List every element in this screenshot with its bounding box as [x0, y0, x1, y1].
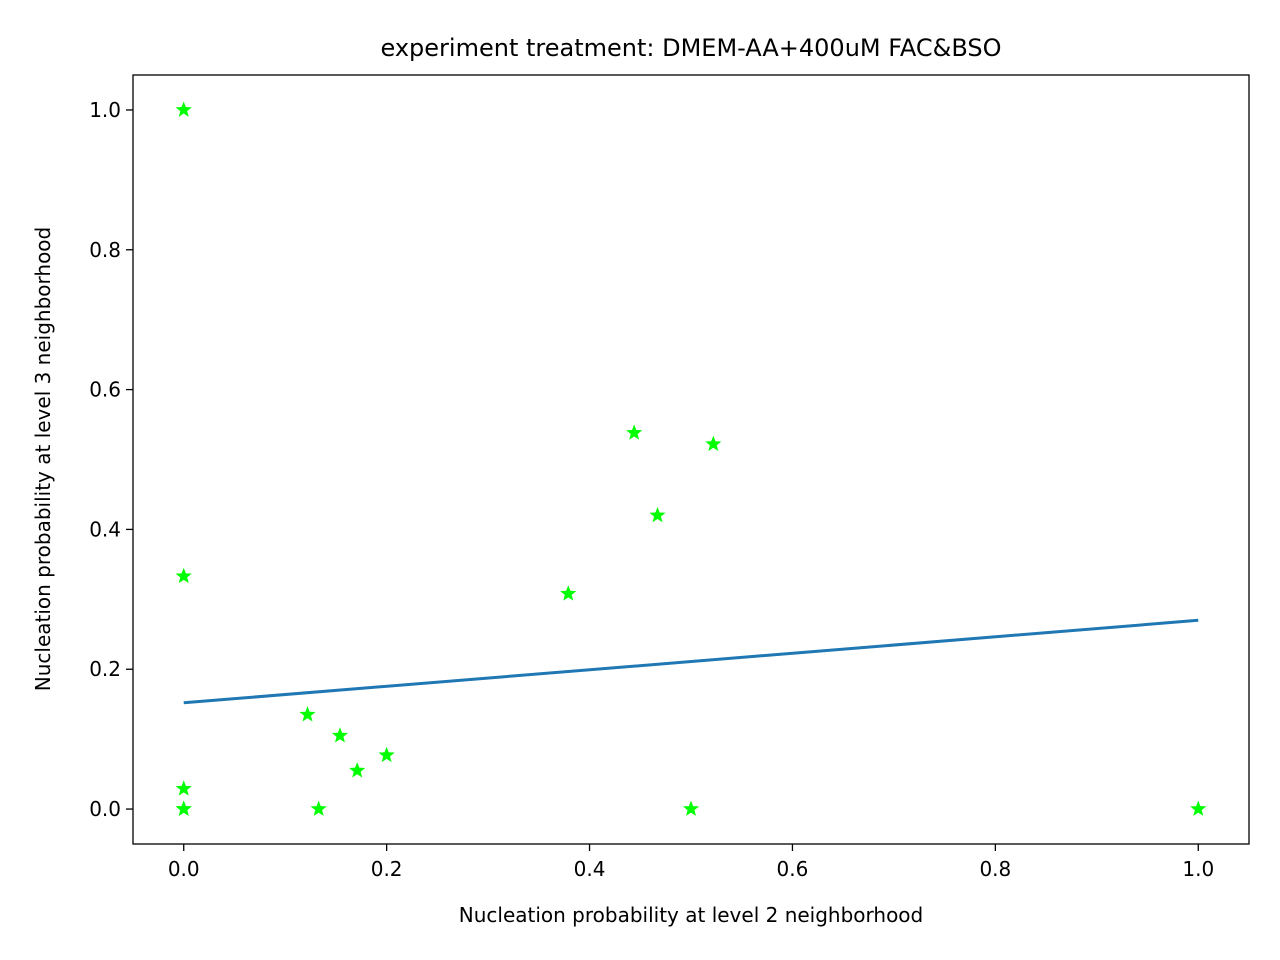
- x-tick-label: 0.8: [979, 857, 1011, 881]
- data-point: [331, 727, 349, 743]
- y-axis-label: Nucleation probability at level 3 neighb…: [31, 227, 55, 692]
- data-point: [175, 800, 192, 816]
- data-point: [649, 506, 666, 523]
- x-axis: 0.0 0.2 0.4 0.6 0.8 1.0: [168, 844, 1214, 881]
- plot-frame: [132, 74, 1250, 845]
- y-axis: 0.0 0.2 0.4 0.6 0.8 1.0: [89, 98, 133, 821]
- y-tick-label: 0.6: [89, 378, 121, 402]
- x-tick-label: 1.0: [1182, 857, 1214, 881]
- y-tick-label: 0.0: [89, 797, 121, 821]
- y-tick-label: 0.8: [89, 238, 121, 262]
- data-point: [560, 585, 577, 601]
- x-tick-label: 0.2: [371, 857, 403, 881]
- y-tick-label: 0.2: [89, 657, 121, 681]
- data-point: [705, 435, 722, 451]
- plot-area: [175, 101, 1207, 816]
- y-tick-label: 0.4: [89, 517, 121, 541]
- data-point: [349, 762, 366, 778]
- data-point: [1190, 800, 1207, 816]
- y-tick-label: 1.0: [89, 98, 121, 122]
- data-point: [626, 424, 643, 440]
- data-point: [310, 800, 327, 816]
- data-point: [175, 567, 192, 584]
- data-point: [175, 101, 192, 117]
- data-point: [378, 746, 395, 763]
- chart-title: experiment treatment: DMEM-AA+400uM FAC&…: [381, 34, 1002, 62]
- trend-line: [183, 618, 1199, 705]
- x-tick-label: 0.0: [168, 857, 200, 881]
- x-tick-label: 0.4: [574, 857, 606, 881]
- x-tick-label: 0.6: [777, 857, 809, 881]
- data-point: [175, 780, 192, 796]
- data-point: [682, 800, 700, 816]
- x-axis-label: Nucleation probability at level 2 neighb…: [459, 903, 924, 927]
- data-point: [299, 706, 316, 722]
